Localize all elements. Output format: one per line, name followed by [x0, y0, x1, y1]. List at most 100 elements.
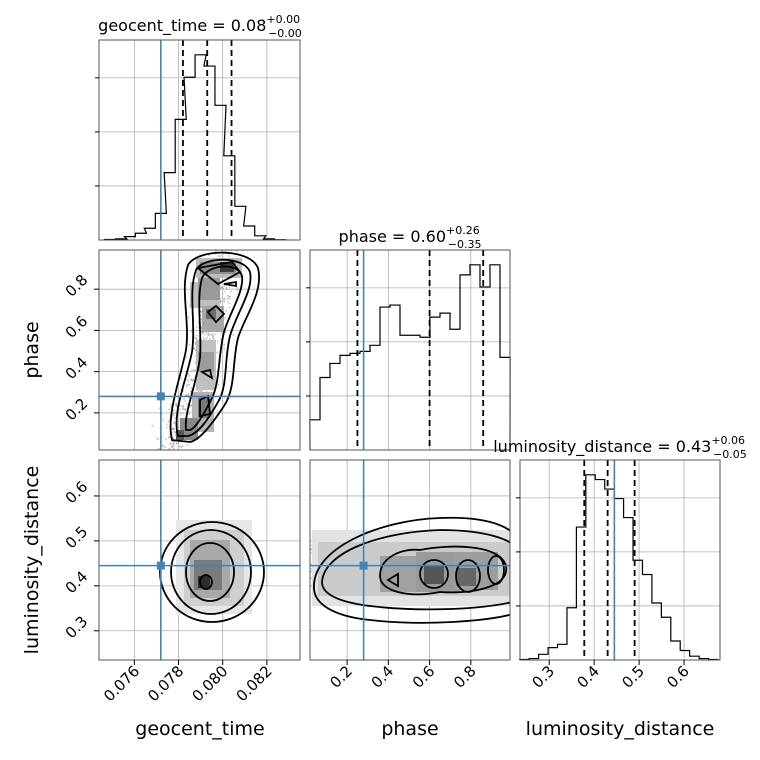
sample-point [173, 421, 176, 424]
panel-hist-phase [306, 249, 511, 451]
sample-point [200, 321, 203, 324]
panel-2d-distance-phase [309, 459, 511, 661]
sample-point [182, 404, 185, 407]
truth-marker-10 [156, 392, 165, 401]
density-cells-distance-geocent [176, 520, 252, 614]
sample-point [180, 405, 183, 408]
sample-point [164, 446, 167, 449]
sample-point [168, 408, 170, 411]
sample-point [225, 309, 227, 312]
grid-00 [99, 40, 300, 240]
sample-point [178, 445, 181, 448]
sample-point [169, 442, 172, 445]
frame-10 [98, 249, 301, 451]
sample-point [219, 255, 222, 257]
panel-2d-distance-geocent-time [98, 459, 301, 661]
sample-point [174, 411, 177, 414]
y-tick-label: 0.4 [62, 568, 92, 598]
sample-point [209, 338, 211, 340]
sample-point [165, 426, 168, 429]
sample-point [188, 383, 190, 386]
sample-point [222, 287, 225, 290]
sample-point [181, 408, 184, 410]
sample-point [181, 445, 184, 447]
sample-point [186, 444, 189, 447]
sample-point [226, 294, 229, 297]
panel-hist-geocent-time [95, 39, 301, 241]
sample-point [171, 445, 173, 448]
sample-point [188, 375, 191, 377]
sample-point [167, 420, 170, 423]
sample-point [216, 351, 219, 354]
y-tick-label: 0.2 [62, 395, 92, 425]
sample-point [207, 333, 210, 336]
sample-point [187, 380, 190, 383]
sample-point [207, 331, 210, 334]
quantile-lines-geocent-time [182, 40, 233, 240]
sample-point [161, 444, 164, 447]
sample-point [310, 570, 313, 572]
sample-point [223, 297, 226, 300]
x-tick-label: 0.6 [663, 662, 693, 692]
sample-point [174, 416, 177, 419]
sample-point [185, 385, 188, 388]
sample-point [173, 409, 175, 412]
sample-point [225, 286, 228, 289]
sample-point [228, 298, 231, 300]
y-tick-label: 0.6 [62, 312, 92, 342]
sample-point [170, 443, 173, 446]
sample-point [157, 438, 160, 441]
x-tick-label: 0.078 [144, 662, 187, 705]
y-tick-label: 0.5 [62, 523, 92, 553]
y-tick-label: 0.4 [62, 353, 92, 383]
sample-point [205, 337, 208, 340]
x-axis-label-geocent-time: geocent_time [135, 718, 264, 740]
sample-point [168, 435, 171, 438]
sample-point [228, 286, 231, 289]
yticks-00 [95, 77, 99, 187]
sample-point [184, 400, 187, 402]
frame-20 [98, 459, 301, 661]
sample-point [182, 406, 185, 409]
sample-point [193, 336, 196, 339]
sample-point [168, 447, 171, 450]
sample-point [176, 442, 179, 445]
sample-point [194, 369, 196, 371]
sample-point [175, 402, 178, 405]
x-tick-labels: 0.076 0.078 0.080 0.082 0.2 0.4 0.6 0.8 0.3 0.4 0.… [100, 660, 693, 705]
sample-point [191, 369, 193, 371]
sample-point [189, 378, 192, 381]
frame-22 [519, 459, 721, 661]
sample-point [172, 445, 175, 448]
sample-point [187, 316, 190, 319]
sample-point [200, 310, 202, 313]
sample-point [200, 318, 203, 321]
sample-point [178, 408, 181, 411]
sample-point [173, 430, 176, 433]
panel-2d-phase-geocent-time [98, 249, 301, 451]
quantile-lines-luminosity-distance [583, 460, 636, 660]
sample-point [186, 402, 188, 405]
sample-point [232, 334, 235, 336]
sample-point [199, 389, 201, 392]
sample-point [219, 297, 222, 300]
sample-point [217, 383, 220, 386]
histogram-phase [309, 264, 511, 451]
sample-point [221, 292, 224, 295]
x-tick-label: 0.6 [409, 662, 439, 692]
sample-point [187, 392, 190, 395]
x-tick-label: 0.4 [573, 662, 603, 692]
yticks-11 [306, 287, 310, 397]
sample-point [188, 343, 191, 346]
sample-point [227, 300, 229, 303]
frame-00 [98, 39, 301, 241]
x-tick-label: 0.2 [326, 662, 356, 692]
sample-point [172, 428, 175, 430]
sample-point [220, 332, 222, 335]
sample-point [212, 334, 215, 337]
x-tick-label: 0.8 [450, 662, 480, 692]
sample-point [190, 387, 193, 390]
sample-point [196, 326, 198, 329]
x-tick-label: 0.5 [618, 662, 648, 692]
sample-point [224, 291, 227, 293]
